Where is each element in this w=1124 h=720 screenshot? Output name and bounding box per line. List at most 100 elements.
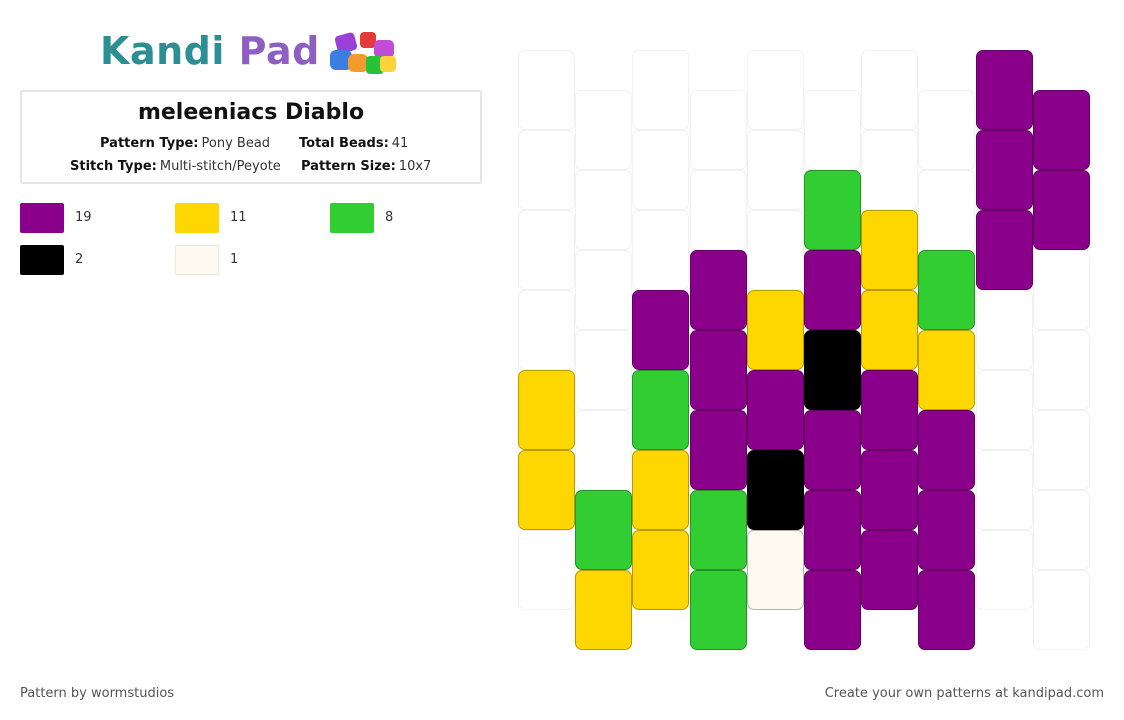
pattern-title: meleeniacs Diablo — [137, 100, 365, 125]
stitch-type-value: Multi-stitch/Peyote — [159, 159, 281, 174]
legend-swatch — [20, 203, 64, 233]
bead — [976, 130, 1033, 210]
bead — [804, 250, 861, 330]
bead — [575, 490, 632, 570]
empty-bead-cell — [575, 330, 632, 410]
pattern-size-label: Pattern Size: — [301, 159, 396, 174]
empty-bead-cell — [518, 530, 575, 610]
legend-swatch — [175, 203, 219, 233]
total-beads-row: Total Beads: 41 — [299, 136, 408, 151]
pattern-type-row: Pattern Type: Pony Bead — [100, 136, 270, 151]
bead — [1033, 170, 1090, 250]
bead — [804, 330, 861, 410]
legend-count: 1 — [230, 252, 239, 267]
empty-bead-cell — [918, 170, 975, 250]
legend-swatch — [330, 203, 374, 233]
empty-bead-cell — [976, 450, 1033, 530]
pattern-info-card: meleeniacs Diablo Pattern Type: Pony Bead… — [20, 90, 482, 184]
logo-text-pad: Pad — [238, 29, 320, 73]
empty-bead-cell — [1033, 570, 1090, 650]
empty-bead-cell — [518, 50, 575, 130]
bead — [747, 530, 804, 610]
empty-bead-cell — [690, 170, 747, 250]
stitch-type-row: Stitch Type: Multi-stitch/Peyote — [70, 159, 281, 174]
legend-count: 8 — [385, 210, 394, 225]
pattern-size-value: 10x7 — [398, 159, 432, 174]
bead — [1033, 90, 1090, 170]
empty-bead-cell — [1033, 410, 1090, 490]
empty-bead-cell — [632, 130, 689, 210]
empty-bead-cell — [632, 50, 689, 130]
empty-bead-cell — [575, 90, 632, 170]
bead — [918, 490, 975, 570]
beads-logo-icon — [330, 32, 396, 74]
bead — [632, 370, 689, 450]
empty-bead-cell — [747, 130, 804, 210]
empty-bead-cell — [575, 170, 632, 250]
legend-item-green: 8 — [330, 203, 450, 233]
empty-bead-cell — [575, 250, 632, 330]
bead — [918, 570, 975, 650]
stitch-type-label: Stitch Type: — [70, 159, 157, 174]
empty-bead-cell — [976, 290, 1033, 370]
bead — [690, 250, 747, 330]
bead — [976, 50, 1033, 130]
bead — [861, 370, 918, 450]
empty-bead-cell — [1033, 250, 1090, 330]
total-beads-label: Total Beads: — [299, 136, 389, 151]
bead — [804, 490, 861, 570]
logo-wordmark: Kandi Pad — [100, 26, 320, 76]
bead-pattern-grid — [518, 50, 1090, 650]
bead — [575, 570, 632, 650]
bead — [632, 450, 689, 530]
pattern-type-label: Pattern Type: — [100, 136, 199, 151]
legend-swatch — [20, 245, 64, 275]
pattern-author: Pattern by wormstudios — [20, 686, 175, 701]
kandi-pad-logo[interactable]: Kandi Pad — [100, 26, 410, 76]
bead — [861, 450, 918, 530]
bead — [804, 410, 861, 490]
bead — [632, 530, 689, 610]
empty-bead-cell — [1033, 490, 1090, 570]
legend-count: 2 — [75, 252, 84, 267]
pattern-type-value: Pony Bead — [201, 136, 271, 151]
bead — [690, 490, 747, 570]
bead — [804, 170, 861, 250]
bead — [861, 290, 918, 370]
empty-bead-cell — [747, 50, 804, 130]
bead — [861, 530, 918, 610]
empty-bead-cell — [861, 50, 918, 130]
empty-bead-cell — [976, 370, 1033, 450]
empty-bead-cell — [804, 90, 861, 170]
pattern-size-row: Pattern Size: 10x7 — [301, 159, 431, 174]
legend-item-cream: 1 — [175, 245, 295, 275]
bead — [690, 330, 747, 410]
empty-bead-cell — [690, 90, 747, 170]
empty-bead-cell — [861, 130, 918, 210]
bead — [976, 210, 1033, 290]
kandipad-promo-link[interactable]: Create your own patterns at kandipad.com — [824, 686, 1104, 701]
empty-bead-cell — [518, 130, 575, 210]
legend-item-purple: 19 — [20, 203, 140, 233]
bead — [918, 410, 975, 490]
empty-bead-cell — [918, 90, 975, 170]
empty-bead-cell — [747, 210, 804, 290]
bead — [918, 250, 975, 330]
empty-bead-cell — [575, 410, 632, 490]
logo-text-kandi: Kandi — [100, 29, 225, 73]
bead — [518, 370, 575, 450]
bead — [690, 570, 747, 650]
legend-count: 19 — [75, 210, 92, 225]
empty-bead-cell — [518, 210, 575, 290]
bead — [804, 570, 861, 650]
bead — [632, 290, 689, 370]
bead — [861, 210, 918, 290]
empty-bead-cell — [976, 530, 1033, 610]
total-beads-value: 41 — [391, 136, 409, 151]
legend-item-black: 2 — [20, 245, 140, 275]
bead — [518, 450, 575, 530]
bead — [918, 330, 975, 410]
bead — [747, 370, 804, 450]
legend-swatch — [175, 245, 219, 275]
bead — [690, 410, 747, 490]
